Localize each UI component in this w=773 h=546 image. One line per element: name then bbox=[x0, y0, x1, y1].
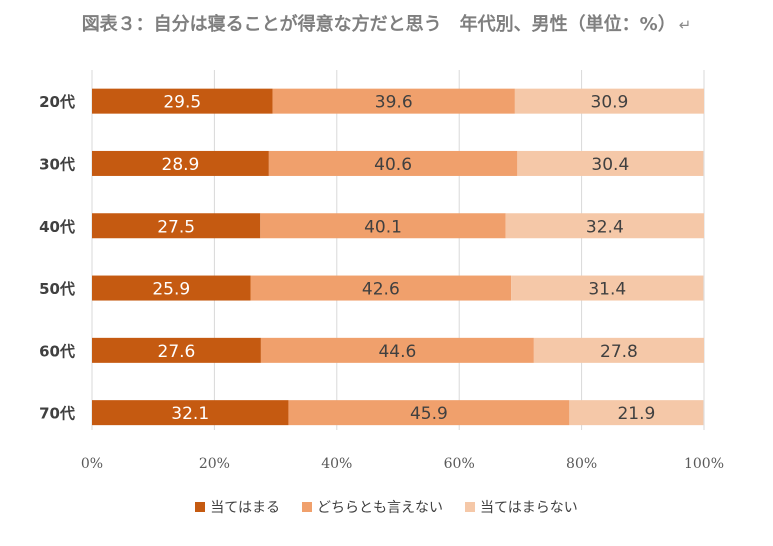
bar-segment bbox=[92, 88, 273, 114]
bar-segment bbox=[92, 400, 289, 426]
category-label: 30代 bbox=[39, 155, 75, 173]
bar-segment bbox=[92, 150, 269, 176]
x-tick-label: 100% bbox=[684, 456, 724, 472]
data-label: 44.6 bbox=[378, 342, 416, 362]
data-label: 32.1 bbox=[171, 404, 209, 424]
legend-label: 当てはまる bbox=[210, 500, 280, 516]
bar-segment bbox=[272, 88, 515, 114]
x-tick-label: 40% bbox=[321, 456, 352, 472]
data-label: 45.9 bbox=[410, 404, 448, 424]
x-tick-label: 60% bbox=[444, 456, 475, 472]
data-label: 25.9 bbox=[152, 280, 190, 300]
category-label: 40代 bbox=[39, 218, 75, 236]
return-mark: ↵ bbox=[678, 16, 692, 34]
category-label: 50代 bbox=[39, 280, 75, 298]
x-tick-labels: 0% 20% 40% 60% 80% 100% bbox=[81, 456, 724, 472]
data-label: 42.6 bbox=[362, 280, 400, 300]
legend-item: 当てはまらない bbox=[465, 497, 578, 517]
bar-segment bbox=[268, 150, 518, 176]
data-label: 21.9 bbox=[617, 404, 655, 424]
x-tick-label: 80% bbox=[566, 456, 597, 472]
data-label: 30.4 bbox=[591, 155, 629, 175]
data-label: 30.9 bbox=[591, 93, 629, 113]
data-label: 27.6 bbox=[158, 342, 196, 362]
gridlines bbox=[91, 70, 705, 430]
chart-title: 図表３：自分は寝ることが得意な方だと思う 年代別、男性（単位：%） ↵ bbox=[81, 14, 692, 35]
data-label: 32.4 bbox=[586, 217, 624, 237]
data-label: 28.9 bbox=[162, 155, 200, 175]
legend-item: どちらとも言えない bbox=[302, 497, 443, 517]
bars: 29.5 39.6 30.9 28.9 40.6 30.4 27.5 40.1 32.4 25.9… bbox=[92, 88, 704, 426]
data-label: 39.6 bbox=[375, 93, 413, 113]
legend-swatch bbox=[465, 502, 475, 512]
category-label: 70代 bbox=[39, 405, 75, 423]
bar-segment bbox=[92, 213, 261, 239]
data-label: 27.5 bbox=[157, 217, 195, 237]
bar-segment bbox=[260, 213, 506, 239]
bar-segment bbox=[517, 150, 704, 176]
bar-segment bbox=[514, 88, 704, 114]
data-label: 31.4 bbox=[588, 280, 626, 300]
x-tick-label: 20% bbox=[199, 456, 230, 472]
bar-segment bbox=[250, 275, 512, 301]
legend: 当てはまる どちらとも言えない 当てはまらない bbox=[0, 497, 773, 517]
bar-segment bbox=[569, 400, 704, 426]
bar-segment bbox=[92, 337, 261, 363]
data-label: 29.5 bbox=[163, 93, 201, 113]
data-label: 40.1 bbox=[364, 217, 402, 237]
bar-segment bbox=[288, 400, 570, 426]
category-labels: 20代 30代 40代 50代 60代 70代 bbox=[39, 93, 75, 423]
legend-swatch bbox=[302, 502, 312, 512]
legend-label: 当てはまらない bbox=[480, 500, 578, 516]
data-label: 27.8 bbox=[600, 342, 638, 362]
data-label: 40.6 bbox=[374, 155, 412, 175]
legend-swatch bbox=[195, 502, 206, 512]
bar-segment bbox=[92, 275, 251, 301]
bar-segment bbox=[511, 275, 704, 301]
bar-segment bbox=[260, 337, 534, 363]
x-tick-label: 0% bbox=[81, 456, 103, 472]
category-label: 60代 bbox=[39, 342, 75, 360]
legend-item: 当てはまる bbox=[195, 497, 280, 517]
legend-label: どちらとも言えない bbox=[317, 500, 443, 516]
bar-segment bbox=[533, 337, 704, 363]
bar-segment bbox=[505, 213, 704, 239]
category-label: 20代 bbox=[39, 93, 75, 111]
